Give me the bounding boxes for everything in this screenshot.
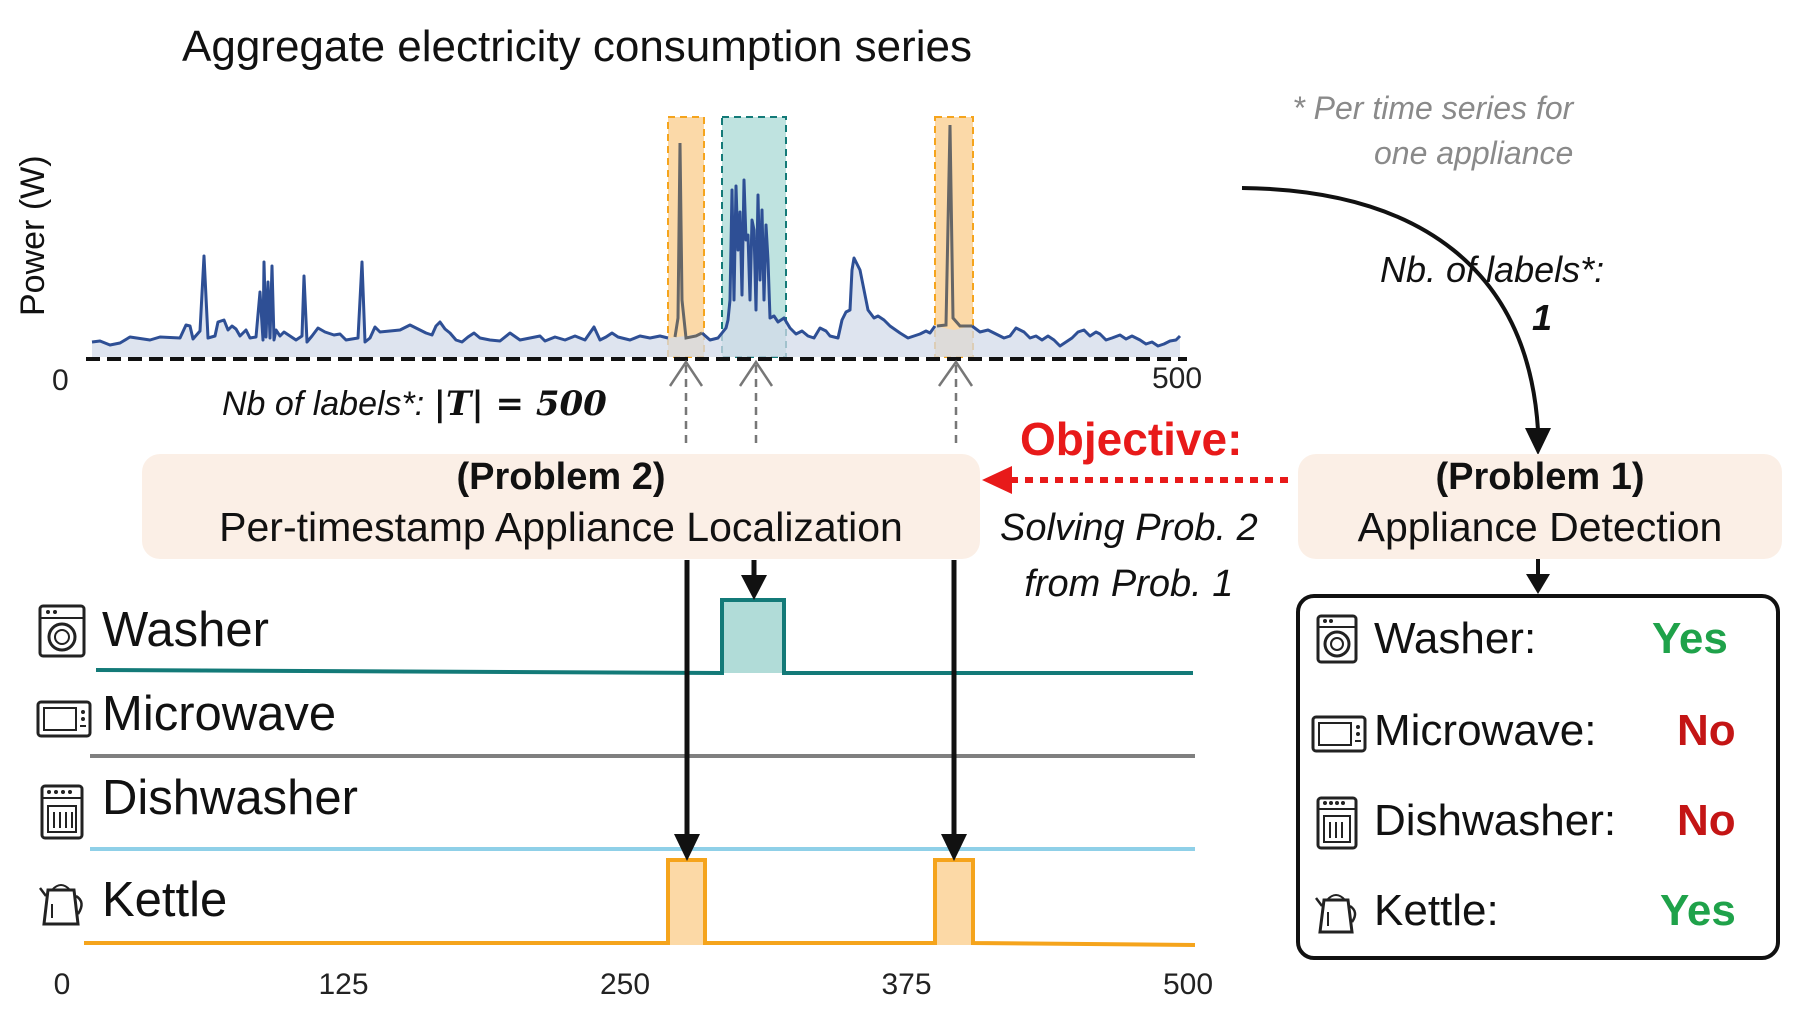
curved-arrow — [1241, 186, 1540, 431]
arrow-head-icon — [1526, 574, 1550, 594]
y-axis-label: Power (W) — [14, 155, 52, 316]
dishwasher-icon — [40, 784, 84, 840]
chart-title: Aggregate electricity consumption series — [182, 22, 972, 71]
chevron-up-icon — [937, 359, 974, 446]
nb-labels-formula: |T| = 500 — [433, 384, 607, 424]
problem1-subtitle: Appliance Detection — [1357, 504, 1723, 550]
microwave-icon — [36, 700, 92, 738]
kettle-spike-2 — [936, 124, 972, 328]
x-tick-label: 500 — [1162, 968, 1214, 1001]
detection-answer-washer: Yes — [1652, 614, 1728, 663]
nb-labels-text: Nb. of labels*: — [1380, 249, 1605, 290]
chevron-up-icon — [738, 359, 774, 446]
detection-label-dishwasher: Dishwasher: — [1374, 796, 1617, 845]
problem2-subtitle: Per-timestamp Appliance Localization — [219, 504, 903, 550]
nb-labels-problem1: Nb. of labels*: 1 — [1380, 246, 1604, 342]
objective-label: Objective: — [1020, 413, 1243, 465]
objective-line-2: from Prob. 1 — [1024, 563, 1234, 605]
x-tick-label: 125 — [318, 968, 369, 1001]
kettle-on-block-1 — [668, 860, 705, 945]
objective-description: Solving Prob. 2 from Prob. 1 — [1000, 500, 1258, 612]
washer-on-block — [722, 600, 784, 673]
appliance-label-dishwasher: Dishwasher — [102, 771, 358, 825]
kettle-spike-1 — [673, 142, 703, 340]
detection-answer-dishwasher: No — [1677, 796, 1736, 845]
microwave-icon — [1311, 715, 1367, 753]
arrow-head-icon — [1525, 428, 1551, 455]
top-axis-end: 500 — [1152, 362, 1203, 395]
kettle-highlight-1 — [667, 116, 705, 358]
footnote-line-1: * Per time series for — [1292, 90, 1574, 126]
x-tick-label: 375 — [881, 968, 932, 1001]
problem1-box: (Problem 1) Appliance Detection — [1298, 454, 1782, 559]
footnote-line-2: one appliance — [1374, 135, 1574, 171]
detection-results-box — [1296, 594, 1780, 960]
arrow-head-icon — [741, 575, 767, 600]
objective-arrow-head-icon — [982, 466, 1012, 494]
dishwasher-icon — [1316, 796, 1358, 850]
aggregate-line — [91, 178, 1182, 348]
appliance-label-kettle: Kettle — [102, 873, 228, 927]
footnote: * Per time series for one appliance — [1290, 86, 1573, 176]
kettle-timeline — [84, 858, 1196, 947]
arrow-head-icon — [941, 834, 967, 861]
appliance-label-microwave: Microwave — [102, 687, 337, 741]
detection-answer-kettle: Yes — [1660, 886, 1736, 935]
kettle-on-block-2 — [935, 860, 973, 945]
problem1-title: (Problem 1) — [1435, 456, 1645, 498]
nb-labels-problem2: Nb of labels*: |T| = 500 — [222, 384, 607, 424]
washer-icon — [38, 604, 86, 658]
appliance-label-washer: Washer — [102, 603, 270, 657]
problem2-box: (Problem 2) Per-timestamp Appliance Loca… — [142, 454, 980, 559]
top-axis-start: 0 — [52, 364, 69, 397]
problem2-title: (Problem 2) — [456, 456, 666, 498]
detection-answer-microwave: No — [1677, 706, 1736, 755]
nb-labels-text: Nb of labels*: — [222, 385, 434, 423]
x-tick-label: 0 — [53, 968, 71, 1001]
detection-label-microwave: Microwave: — [1374, 706, 1597, 755]
detection-label-washer: Washer: — [1374, 614, 1537, 663]
arrow-head-icon — [674, 834, 700, 861]
washer-icon — [1316, 614, 1358, 664]
objective-line-1: Solving Prob. 2 — [1000, 507, 1258, 549]
chevron-up-icon — [668, 359, 704, 446]
detection-label-kettle: Kettle: — [1374, 886, 1499, 935]
nb-labels-value: 1 — [1532, 297, 1553, 338]
kettle-icon — [1315, 894, 1357, 934]
washer-on-outline — [720, 598, 786, 673]
kettle-icon — [39, 884, 83, 926]
x-tick-label: 250 — [599, 968, 651, 1001]
